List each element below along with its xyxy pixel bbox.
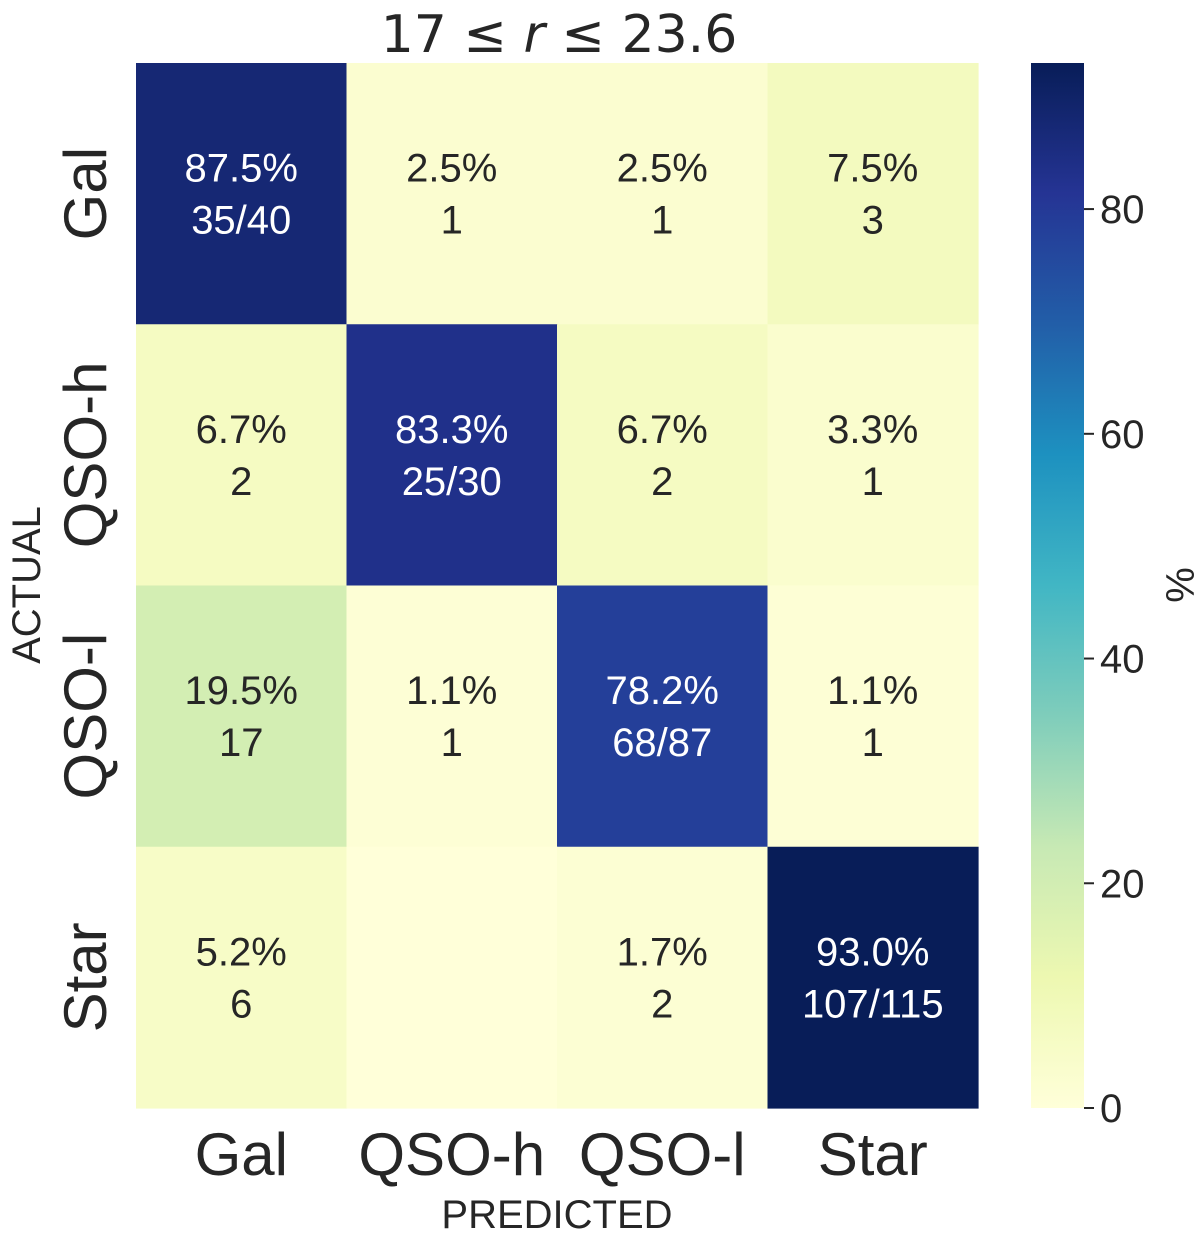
cell-count-label: 2 [651,460,673,504]
colorbar-tick-label: 40 [1100,638,1145,682]
chart-title: 17 ≤ r ≤ 23.6 [381,5,738,65]
cell-count-label: 1 [441,199,463,243]
heatmap-cell [557,846,769,1109]
heatmap-grid: 87.5% 35/40 2.5% 1 2.5% 1 7.5% 3 6.7% 2 83.3% 25/30… [136,63,979,1109]
x-tick-label: QSO-l [579,1121,746,1188]
cell-count-label: 17 [219,721,264,765]
cell-count-label: 35/40 [191,199,291,243]
heatmap-cell [346,324,558,587]
cell-percent-label: 7.5% [827,147,918,191]
cell-percent-label: 2.5% [406,147,497,191]
heatmap-cell [767,846,979,1109]
heatmap-cell [767,63,979,325]
colorbar-tick-label: 60 [1100,413,1145,457]
cell-percent-label: 2.5% [617,147,708,191]
cell-count-label: 1 [862,460,884,504]
cell-count-label: 107/115 [802,982,944,1026]
y-tick-label: QSO-l [52,633,119,800]
cell-count-label: 3 [862,199,884,243]
cell-percent-label: 93.0% [816,930,929,974]
heatmap-cell [346,846,558,1109]
x-axis-label: PREDICTED [441,1193,672,1234]
heatmap-cell [136,585,348,848]
heatmap-cell [767,324,979,587]
cell-count-label: 1 [441,721,463,765]
cell-percent-label: 1.7% [617,930,708,974]
heatmap-cell [767,585,979,848]
heatmap-cell [557,585,769,848]
heatmap-cell [136,846,348,1109]
heatmap-cell [346,585,558,848]
heatmap-cell [557,324,769,587]
colorbar-tick-label: 0 [1100,1087,1122,1131]
heatmap-cell [136,63,348,325]
cell-percent-label: 78.2% [606,669,719,713]
x-tick-label: QSO-h [358,1121,545,1188]
y-tick-label: Star [52,922,119,1032]
cell-count-label: 25/30 [402,460,502,504]
colorbar-tick-label: 80 [1100,188,1145,232]
cell-percent-label: 5.2% [196,930,287,974]
x-tick-label: Star [818,1121,928,1188]
heatmap-cell [557,63,769,325]
cell-count-label: 2 [651,982,673,1026]
cell-count-label: 1 [862,721,884,765]
cell-count-label: 6 [230,982,252,1026]
cell-percent-label: 1.1% [406,669,497,713]
cell-percent-label: 19.5% [185,669,298,713]
colorbar [1031,63,1084,1108]
cell-count-label: 1 [651,199,673,243]
cell-percent-label: 83.3% [395,408,508,452]
y-tick-labels: Gal QSO-h QSO-l Star [52,147,119,1032]
cell-percent-label: 87.5% [185,147,298,191]
colorbar-tick-label: 20 [1100,862,1145,906]
colorbar-ticks: 0 20 40 60 80 [1084,188,1145,1131]
y-tick-label: Gal [52,147,119,240]
heatmap-cell [136,324,348,587]
cell-percent-label: 1.1% [827,669,918,713]
cell-percent-label: 6.7% [196,408,287,452]
y-axis-label: ACTUAL [5,506,49,664]
heatmap-cell [346,63,558,325]
cell-count-label: 68/87 [612,721,712,765]
title-part: 17 ≤ [381,5,524,65]
x-tick-label: Gal [195,1121,288,1188]
title-part: r [523,5,548,65]
cell-count-label: 2 [230,460,252,504]
x-tick-labels: Gal QSO-h QSO-l Star [195,1121,928,1188]
title-part: ≤ 23.6 [545,5,737,65]
colorbar-label: % [1159,567,1200,603]
y-tick-label: QSO-h [52,362,119,549]
cell-percent-label: 3.3% [827,408,918,452]
cell-percent-label: 6.7% [617,408,708,452]
